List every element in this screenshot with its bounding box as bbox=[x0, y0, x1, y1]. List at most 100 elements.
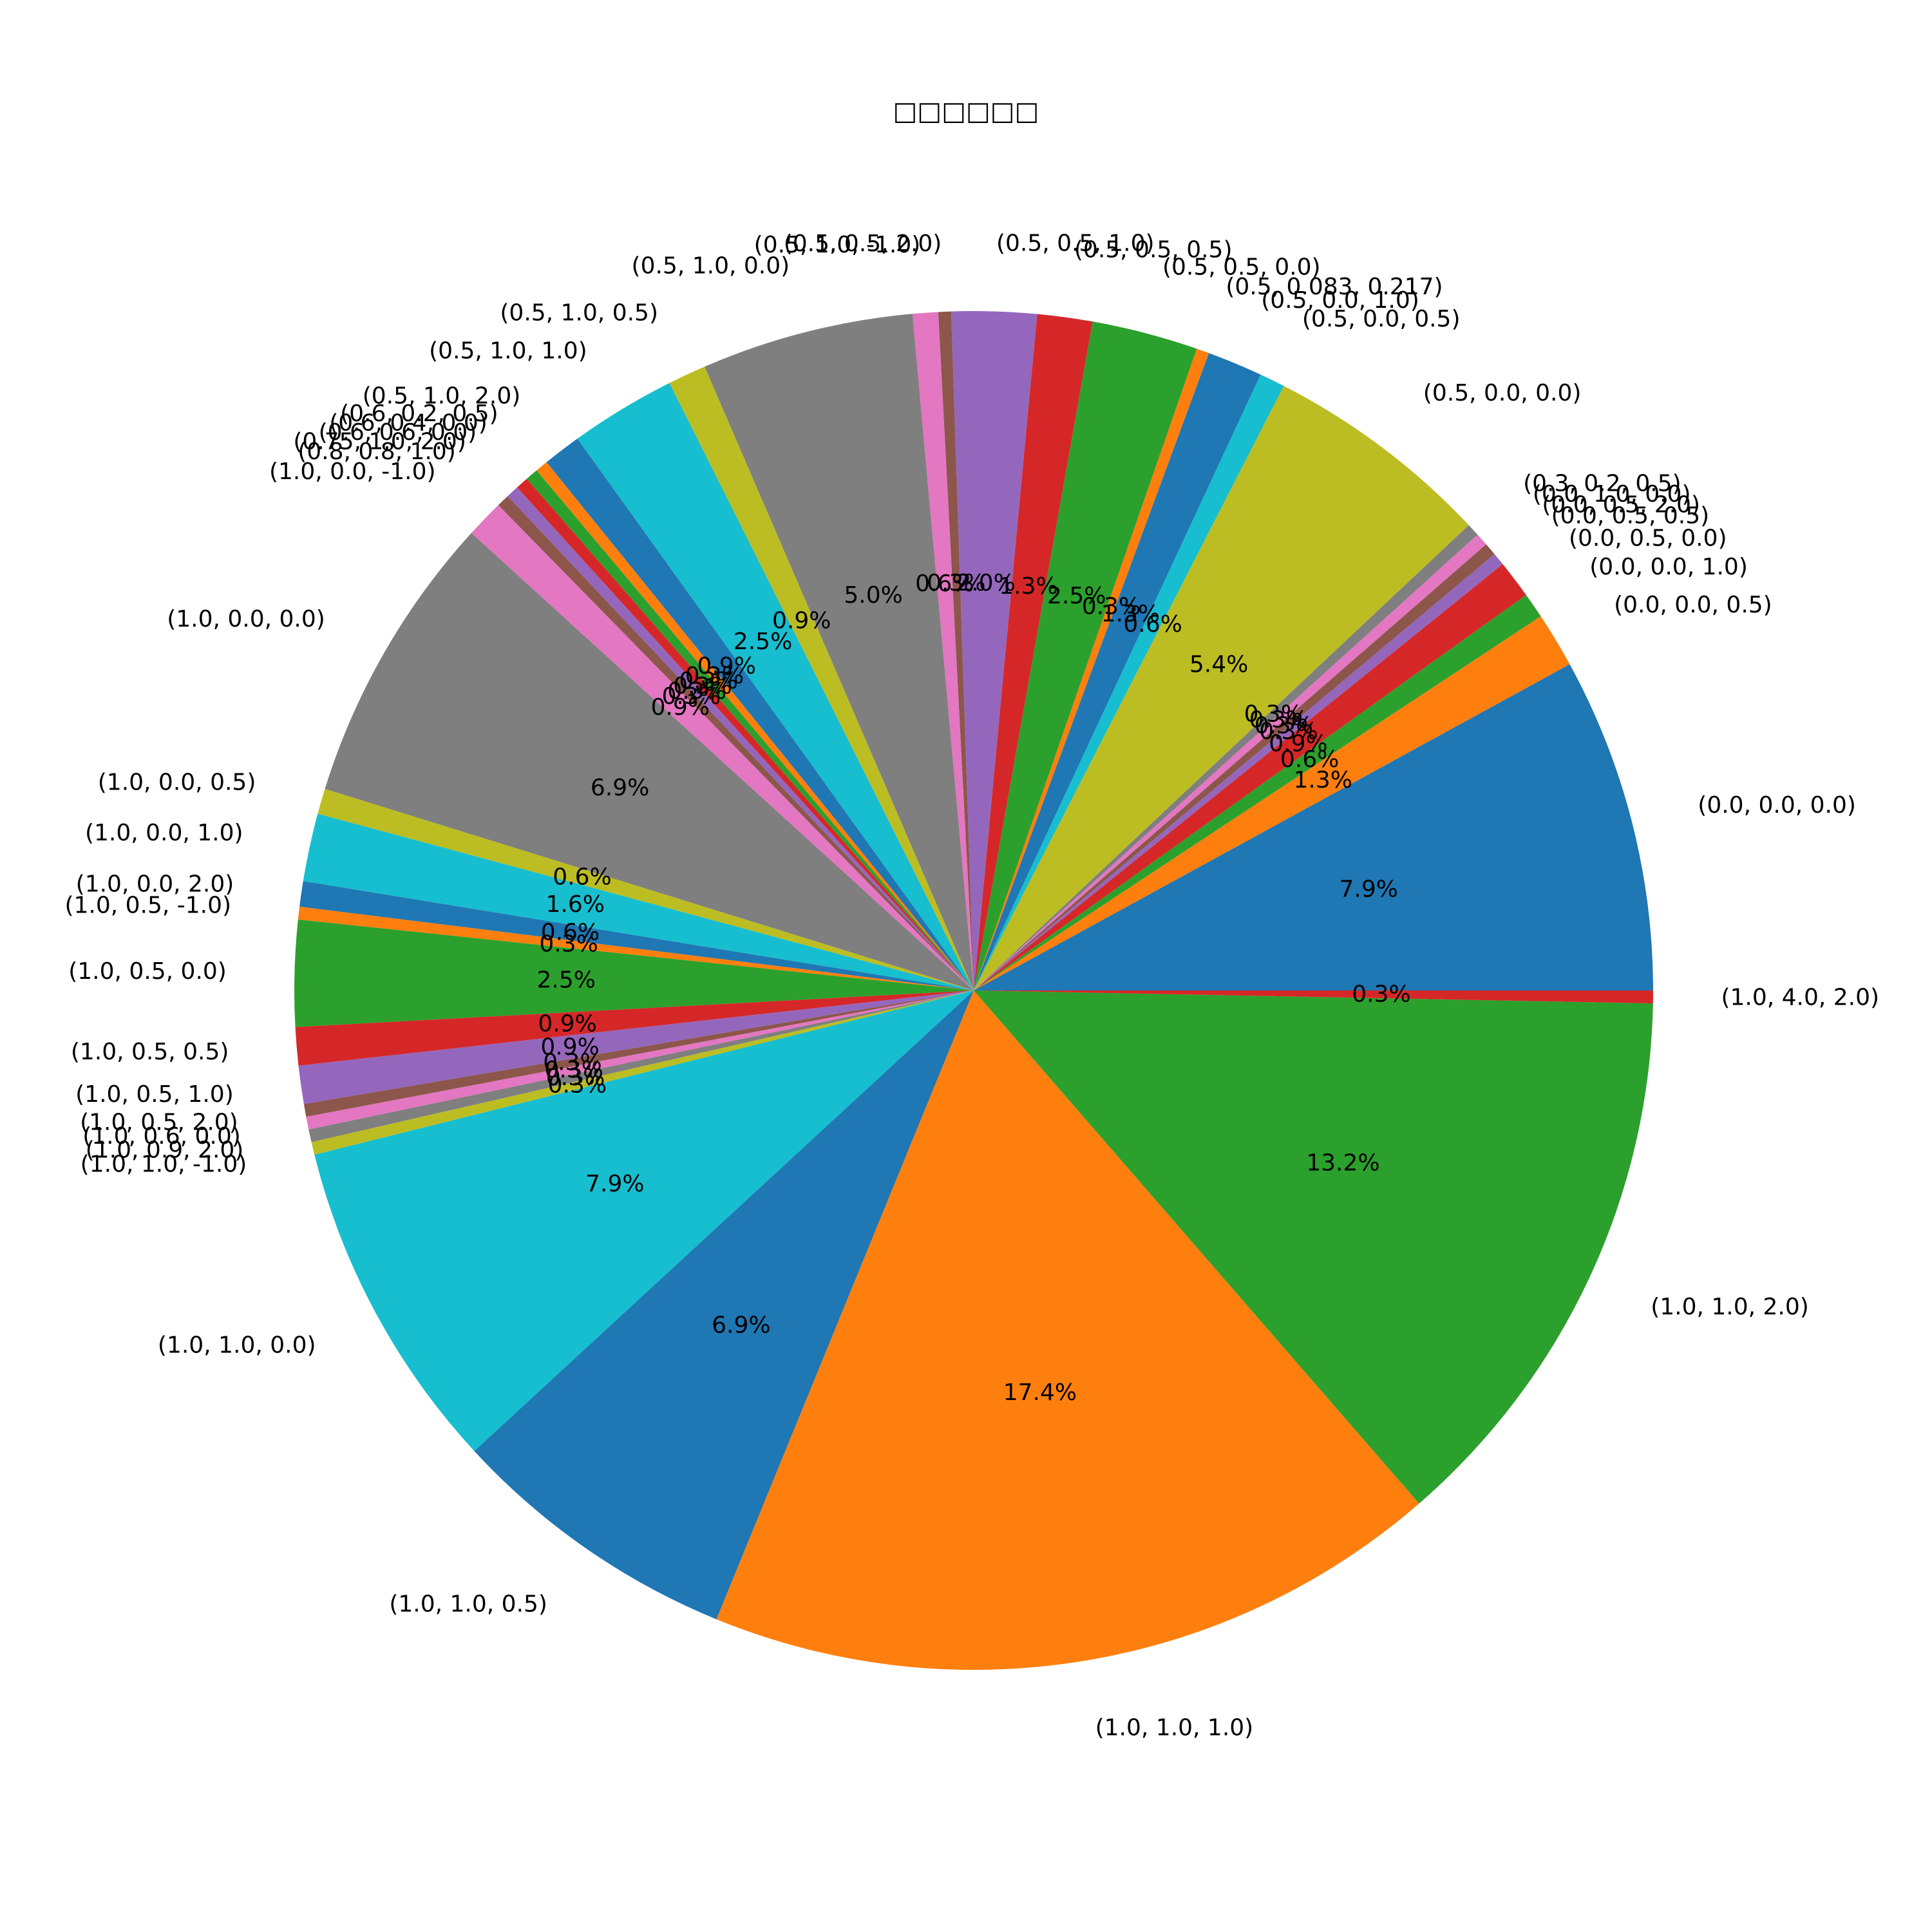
pie-slice bbox=[974, 535, 1486, 990]
slice-category-label: (0.5, 0.5, 0.0) bbox=[1162, 254, 1321, 281]
slice-percentage-label: 0.3% bbox=[667, 678, 726, 705]
pie-slice bbox=[912, 312, 974, 991]
slice-category-label: (0.75, 1.0, 2.0) bbox=[293, 429, 466, 455]
pie-slice bbox=[474, 990, 974, 1620]
pie-slice bbox=[507, 487, 974, 990]
slice-percentage-label: 0.3% bbox=[1255, 712, 1313, 739]
slice-percentage-label: 0.3% bbox=[548, 1072, 607, 1099]
slice-percentage-label: 0.3% bbox=[1259, 719, 1318, 745]
pie-slice bbox=[295, 990, 974, 1066]
pie-slice bbox=[974, 990, 1653, 1504]
slice-category-label: (1.0, 0.0, -1.0) bbox=[269, 459, 436, 485]
slice-percentage-label: 0.9% bbox=[697, 653, 755, 679]
pie-slice bbox=[974, 321, 1197, 990]
slice-percentage-label: 0.3% bbox=[927, 570, 985, 596]
pie-slice bbox=[974, 990, 1653, 1004]
pie-slice bbox=[669, 366, 974, 990]
pie-slice bbox=[317, 789, 974, 990]
pie-slice bbox=[546, 439, 974, 990]
pie-slice bbox=[536, 462, 974, 990]
slice-percentage-label: 0.6% bbox=[1280, 746, 1339, 773]
pie-slice bbox=[716, 990, 1419, 1670]
pie-slice bbox=[577, 383, 974, 990]
pie-slice bbox=[303, 813, 974, 990]
pie-slice bbox=[526, 470, 974, 990]
slice-percentage-label: 1.3% bbox=[999, 573, 1057, 600]
slice-percentage-label: 1.3% bbox=[1294, 767, 1352, 793]
slice-category-label: (0.8, 0.8, 1.0) bbox=[298, 439, 456, 465]
slice-percentage-label: 0.6% bbox=[553, 864, 611, 890]
slice-category-label: (0.5, 1.0, 1.0) bbox=[429, 337, 587, 364]
category-labels: (0.0, 0.0, 0.0) (0.0, 0.0, 0.5) (0.0, 0.0,… bbox=[64, 231, 1879, 1741]
slice-percentage-label: 0.3% bbox=[662, 683, 721, 710]
pie-slices bbox=[294, 311, 1653, 1670]
slice-percentage-label: 0.3% bbox=[679, 668, 737, 694]
slice-percentage-label: 2.5% bbox=[734, 629, 792, 655]
slice-category-label: (1.0, 0.5, -1.0) bbox=[64, 892, 231, 918]
slice-percentage-label: 0.9% bbox=[651, 694, 710, 721]
slice-category-label: (1.0, 0.0, 1.0) bbox=[85, 820, 243, 846]
slice-category-label: (1.0, 1.0, -1.0) bbox=[80, 1151, 247, 1177]
slice-percentage-label: 0.3% bbox=[1244, 701, 1303, 727]
slice-percentage-label: 0.6% bbox=[1123, 611, 1182, 638]
slice-category-label: (0.6, 0.4, 0.0) bbox=[329, 410, 488, 436]
slice-category-label: (1.0, 0.5, 0.5) bbox=[71, 1039, 229, 1065]
pie-slice bbox=[974, 564, 1526, 990]
slice-category-label: (0.5, 1.0, 0.0) bbox=[632, 253, 790, 279]
slice-percentage-label: 0.9% bbox=[540, 1034, 599, 1061]
slice-category-label: (0.5, 0.5, 2.0) bbox=[784, 231, 942, 257]
slice-category-label: (0.0, 0.5, 0.5) bbox=[1551, 503, 1710, 529]
pie-slice bbox=[951, 311, 1037, 991]
percentage-labels: 7.9%1.3%0.6%0.9%0.3%0.3%0.3%0.3%5.4%0.6%… bbox=[536, 570, 1410, 1406]
slice-category-label: (1.0, 0.5, 0.0) bbox=[68, 958, 227, 985]
slice-category-label: (1.0, 1.0, 2.0) bbox=[1651, 1294, 1809, 1320]
slice-percentage-label: 0.3% bbox=[673, 673, 732, 699]
pie-slice bbox=[974, 348, 1209, 990]
slice-category-label: (0.5, 0.083, 0.217) bbox=[1226, 274, 1443, 300]
pie-slice bbox=[303, 990, 974, 1117]
slice-category-label: (0.5, 0.5, 0.5) bbox=[1074, 237, 1233, 263]
slice-percentage-label: 5.4% bbox=[1189, 652, 1248, 678]
slice-category-label: (0.0, 0.0, 0.0) bbox=[1698, 792, 1856, 819]
slice-percentage-label: 6.9% bbox=[712, 1312, 770, 1338]
slice-percentage-label: 0.6% bbox=[915, 571, 974, 597]
slice-category-label: (1.0, 1.0, 0.5) bbox=[389, 1591, 547, 1618]
slice-category-label: (0.0, 0.0, 0.5) bbox=[1614, 592, 1772, 618]
slice-category-label: (1.0, 0.0, 0.5) bbox=[98, 769, 256, 795]
slice-percentage-label: 0.3% bbox=[539, 931, 598, 957]
slice-category-label: (0.5, 1.0, 0.5) bbox=[500, 300, 658, 327]
pie-slice bbox=[306, 990, 974, 1130]
slice-category-label: (1.0, 0.9, 2.0) bbox=[86, 1137, 244, 1164]
pie-slice bbox=[325, 533, 974, 990]
chart-title: □□□□□□ bbox=[893, 97, 1039, 126]
pie-slice bbox=[974, 353, 1261, 990]
slice-category-label: (0.6, 0.6, 0.0) bbox=[319, 419, 477, 446]
slice-percentage-label: 0.3% bbox=[1352, 981, 1410, 1008]
slice-category-label: (0.5, 1.0, 2.0) bbox=[363, 383, 521, 410]
slice-percentage-label: 7.9% bbox=[1340, 876, 1398, 903]
pie-slice bbox=[471, 505, 974, 990]
slice-percentage-label: 5.0% bbox=[844, 582, 902, 609]
pie-slice bbox=[974, 386, 1469, 990]
slice-category-label: (1.0, 0.5, 1.0) bbox=[75, 1081, 234, 1108]
pie-slice bbox=[974, 664, 1653, 990]
slice-category-label: (1.0, 4.0, 2.0) bbox=[1721, 985, 1879, 1011]
slice-category-label: (1.0, 0.0, 2.0) bbox=[76, 871, 234, 898]
slice-percentage-label: 0.9% bbox=[772, 608, 831, 634]
pie-slice bbox=[705, 314, 974, 990]
slice-category-label: (0.0, 0.0, 1.0) bbox=[1589, 554, 1748, 580]
pie-slice bbox=[294, 919, 974, 1027]
slice-category-label: (1.0, 1.0, 1.0) bbox=[1095, 1715, 1254, 1741]
slice-category-label: (0.0, 0.5, 2.0) bbox=[1542, 492, 1700, 518]
slice-percentage-label: 0.3% bbox=[1249, 706, 1308, 733]
slice-percentage-label: 1.6% bbox=[545, 891, 604, 918]
slice-percentage-label: 0.3% bbox=[544, 1057, 603, 1083]
slice-category-label: (0.0, 0.5, 0.0) bbox=[1569, 525, 1727, 551]
slice-category-label: (0.5, 0.0, 0.0) bbox=[1423, 380, 1582, 406]
pie-slice bbox=[298, 906, 974, 990]
slice-percentage-label: 2.5% bbox=[536, 967, 595, 993]
slice-category-label: (1.0, 0.0, 0.0) bbox=[167, 606, 325, 632]
pie-slice bbox=[974, 374, 1284, 990]
pie-slice bbox=[974, 314, 1093, 991]
